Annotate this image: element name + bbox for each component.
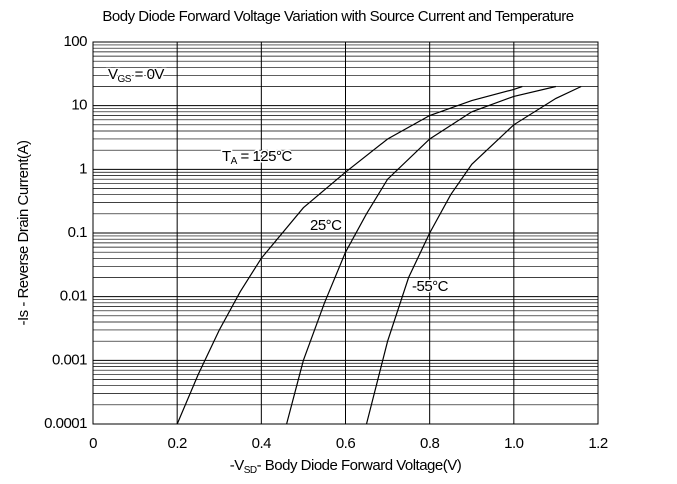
y-tick-label: 0.01 [60,288,87,305]
y-tick-label: 1 [79,160,87,177]
curve [286,85,557,425]
annotation-main: V [108,66,118,83]
annotation-main: 25°C [310,217,342,234]
x-tick-label: 0.4 [252,435,272,452]
y-tick-label: 100 [63,33,87,50]
annotation-main: -55°C [412,278,449,295]
annotation: VGS = 0V [108,66,164,85]
y-axis-label: -Is - Reverse Drain Current(A) [15,140,32,326]
annotation-sub: A [231,156,238,167]
chart-title: Body Diode Forward Voltage Variation wit… [102,8,573,25]
annotation: -55°C [412,278,449,295]
curve [176,85,523,425]
annotation: TA = 125°C [222,148,292,167]
x-axis-label-main: -V [230,457,244,474]
y-tick-label: 0.0001 [44,415,87,432]
x-tick-label: 1.2 [588,435,608,452]
y-tick-label: 0.1 [68,224,88,241]
annotation-main: T [222,148,231,165]
x-tick-label: 0.2 [167,435,187,452]
plot-frame [92,41,599,425]
y-tick-label: 10 [71,97,87,114]
annotation-sub: GS [118,74,132,85]
annotation-rest: = 0V [131,66,164,83]
x-axis-label: -VSD- Body Diode Forward Voltage(V) [230,457,462,476]
x-tick-label: 1.0 [504,435,524,452]
y-tick-label: 0.001 [52,351,87,368]
x-tick-label: 0 [89,435,97,452]
x-tick-label: 0.8 [420,435,440,452]
x-tick-label: 0.6 [336,435,356,452]
x-axis-label-rest: - Body Diode Forward Voltage(V) [257,457,462,474]
annotation: 25°C [310,217,342,234]
annotation-rest: = 125°C [237,148,293,165]
x-axis-label-sub: SD [244,465,257,476]
curve [365,85,582,425]
